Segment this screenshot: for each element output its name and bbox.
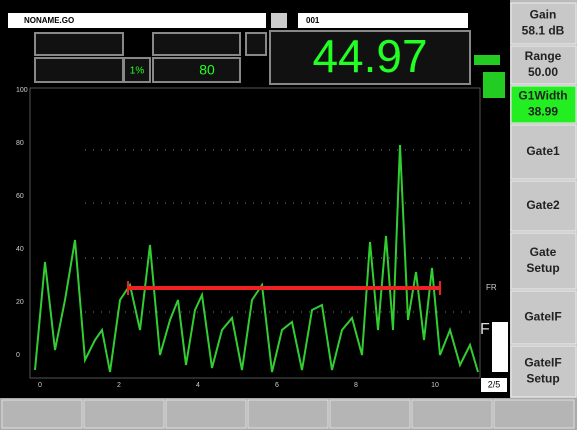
fr-label: FR (486, 283, 497, 292)
gate (127, 281, 441, 295)
file-name: NONAME.GO (24, 16, 74, 25)
f-indicator (492, 322, 508, 372)
bottom-key[interactable] (83, 399, 165, 429)
softkey[interactable] (510, 85, 577, 124)
percent: 1% (130, 66, 145, 77)
probe-icon (483, 72, 505, 98)
battery (474, 55, 500, 65)
main-reading: 44.97 (312, 30, 427, 82)
page-indicator: 2/5 (488, 379, 501, 389)
bottom-key[interactable] (247, 399, 329, 429)
softkey[interactable] (510, 345, 577, 398)
softkey[interactable] (510, 124, 577, 180)
x-axis-label: 0 (38, 382, 42, 389)
y-axis-label: 100 (16, 87, 28, 94)
reading-boxes (34, 30, 471, 85)
softkey-label: GateIF (524, 356, 561, 370)
reading-value: 80 (199, 62, 215, 78)
softkey-value: 58.1 dB (522, 24, 565, 38)
softkey-label: Gate (530, 245, 557, 259)
softkey-value: 50.00 (528, 65, 558, 79)
bottom-key[interactable] (493, 399, 575, 429)
bottom-key[interactable] (329, 399, 411, 429)
softkey-value: Setup (526, 372, 559, 386)
y-axis-label: 0 (16, 352, 20, 359)
x-axis-label: 10 (431, 382, 439, 389)
x-axis-label: 8 (354, 382, 358, 389)
id-icon (271, 13, 287, 28)
y-axis-label: 20 (16, 299, 24, 306)
softkey-label: Gate2 (526, 198, 560, 212)
x-axis-label: 6 (275, 382, 279, 389)
softkey[interactable] (510, 232, 577, 290)
id-value: 001 (306, 16, 320, 25)
ascan (29, 87, 481, 379)
id-field (298, 13, 468, 28)
y-axis-label: 80 (16, 140, 24, 147)
softkey[interactable] (510, 45, 577, 85)
softkey-label: G1Width (518, 89, 567, 103)
page-box (481, 378, 507, 392)
softkey-value: Setup (526, 261, 559, 275)
softkey-label: Gate1 (526, 144, 560, 158)
y-axis-label: 60 (16, 193, 24, 200)
softkey-label: Gain (530, 8, 557, 22)
x-axis-label: 4 (196, 382, 200, 389)
softkey (510, 2, 577, 45)
softkey-label: GateIF (524, 310, 561, 324)
file-field (8, 13, 266, 28)
bottom-key[interactable] (165, 399, 247, 429)
softkey[interactable] (510, 180, 577, 232)
bottom-key[interactable] (411, 399, 493, 429)
waveform (34, 144, 479, 373)
x-axis-label: 2 (117, 382, 121, 389)
y-axis-label: 40 (16, 246, 24, 253)
grid (85, 149, 475, 313)
bottom-key[interactable] (1, 399, 83, 429)
softkey-label: Range (525, 49, 562, 63)
softkey[interactable] (510, 290, 577, 345)
f-label: F (480, 321, 490, 338)
softkey-value: 38.99 (528, 105, 558, 119)
